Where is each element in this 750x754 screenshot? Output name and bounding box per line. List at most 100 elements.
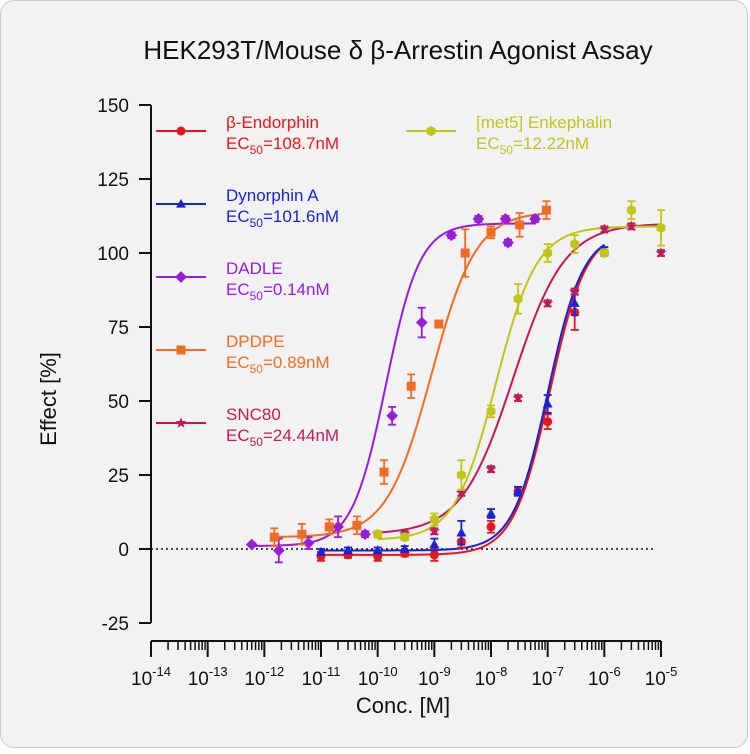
legend-marker [176,198,186,208]
x-tick-label: 10-5 [645,664,678,690]
data-point-series-1 [513,486,523,495]
x-tick-label: 10-8 [475,664,508,690]
legend-series-name: DPDPE [226,332,285,351]
y-tick-label: 125 [97,170,129,191]
data-point-series-2 [386,409,398,422]
data-point-series-0 [543,417,553,427]
data-point-series-2 [332,520,344,533]
fit-curve-series-3 [274,212,547,538]
data-point-series-3 [269,532,279,542]
chart-title: HEK293T/Mouse δ β-Arrestin Agonist Assay [143,35,652,65]
legend-ec50-subscript: 50 [250,216,264,230]
data-point-series-5 [599,247,609,259]
x-tick-label: 10-11 [302,664,341,690]
fit-curve-series-0 [321,244,605,556]
legend-ec50-value: =0.14nM [263,280,330,299]
fit-curve-series-2 [251,222,536,547]
data-point-series-1 [343,545,353,555]
data-point-series-1 [542,398,553,408]
data-point-series-2 [359,528,371,541]
legend-ec50-label: EC [226,353,250,372]
x-tick-label: 10-9 [418,664,451,690]
data-point-series-5 [543,247,553,259]
legend-entry-2: DADLE EC50=0.14nM [156,259,330,303]
legend-ec50-subscript: 50 [250,435,264,449]
data-point-series-1 [569,298,580,307]
legend-series-name: DADLE [226,259,283,278]
legend-ec50-value: =24.44nM [263,426,339,445]
data-point-series-1 [372,545,383,555]
x-tick-base: 10 [358,669,379,690]
legend-ec50-label: EC [226,280,250,299]
legend-ec50-label: EC [226,207,250,226]
data-point-series-4 [455,486,467,498]
x-tick-exponent: -7 [552,664,564,679]
x-tick-base: 10 [645,669,666,690]
legend-series-name: SNC80 [226,405,281,424]
y-tick-label: 100 [97,244,129,265]
legend-ec50-subscript: 50 [250,289,264,303]
data-point-series-5 [456,469,466,481]
x-tick-exponent: -9 [439,664,451,679]
data-point-series-2 [445,229,458,242]
data-point-series-2 [245,538,258,551]
data-point-series-3 [324,522,334,532]
x-tick-base: 10 [588,669,609,690]
data-point-series-4 [569,285,581,297]
data-point-series-2 [472,213,485,225]
x-axis-label: Conc. [M] [356,693,450,718]
legend-entry-5: [met5] Enkephalin EC50=12.22nM [406,113,612,157]
x-tick-exponent: -12 [266,664,285,679]
data-point-series-3 [297,529,307,539]
x-tick-base: 10 [418,669,439,690]
x-tick-exponent: -5 [666,664,678,679]
data-point-series-5 [400,531,410,543]
data-point-series-2 [415,316,428,329]
data-point-series-5 [513,293,523,305]
legend-marker [175,271,187,283]
data-point-series-0 [486,522,496,532]
legend-ec50-subscript: 50 [250,143,264,157]
legend-series-name: [met5] Enkephalin [476,113,612,132]
data-point-series-3 [486,227,496,237]
data-point-series-2 [499,213,512,225]
data-point-series-3 [352,520,362,530]
data-point-series-2 [502,236,514,249]
legend-ec50: EC50=12.22nM [476,134,589,157]
data-point-series-3 [541,205,551,215]
legend-ec50-value: =101.6nM [263,207,339,226]
x-tick-base: 10 [302,669,323,690]
data-point-series-5 [570,238,580,250]
x-tick-exponent: -8 [496,664,508,679]
data-point-series-3 [515,220,525,230]
legend-ec50-subscript: 50 [500,143,514,157]
x-tick-exponent: -14 [152,664,171,679]
x-tick-exponent: -11 [323,664,341,679]
x-tick-exponent: -10 [379,664,398,679]
legend-ec50: EC50=0.14nM [226,280,330,303]
data-point-series-4 [485,463,497,474]
x-tick-exponent: -6 [609,664,621,679]
legend-ec50-value: =0.89nM [263,353,330,372]
data-point-series-2 [272,544,285,557]
data-point-series-5 [429,514,439,525]
y-tick-label: -25 [102,614,129,635]
legend-ec50: EC50=108.7nM [226,134,339,157]
data-point-series-5 [656,222,666,234]
data-point-series-4 [655,247,667,258]
data-point-series-4 [542,297,554,309]
legend-series-name: Dynorphin A [226,186,319,205]
fit-curves [251,212,662,556]
data-point-series-1 [316,546,326,556]
y-tick-label: 25 [108,466,129,487]
legend-entry-3: DPDPE EC50=0.89nM [156,332,330,376]
x-tick-label: 10-6 [588,664,621,690]
data-point-series-3 [460,248,470,258]
data-point-series-3 [434,319,444,329]
data-point-series-4 [512,392,524,403]
x-tick-base: 10 [188,669,209,690]
data-point-series-1 [429,539,440,549]
